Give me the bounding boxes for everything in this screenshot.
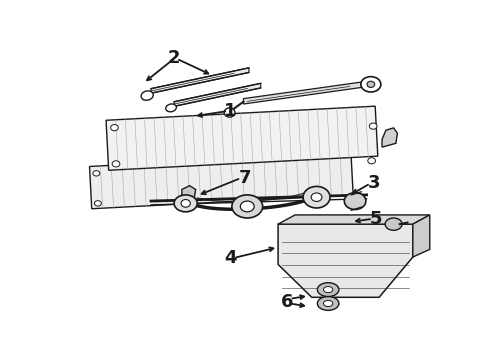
Polygon shape (244, 82, 362, 104)
Ellipse shape (166, 104, 176, 112)
Ellipse shape (181, 199, 190, 207)
Polygon shape (382, 128, 397, 147)
Ellipse shape (112, 161, 120, 167)
Ellipse shape (174, 195, 197, 212)
Ellipse shape (318, 297, 339, 310)
Text: 3: 3 (368, 174, 380, 192)
Ellipse shape (367, 81, 375, 87)
Ellipse shape (361, 77, 381, 92)
Polygon shape (413, 215, 430, 257)
Polygon shape (151, 68, 249, 93)
Ellipse shape (111, 125, 118, 131)
Polygon shape (174, 83, 261, 106)
Ellipse shape (368, 158, 375, 164)
Polygon shape (278, 224, 413, 297)
Ellipse shape (232, 195, 263, 218)
Ellipse shape (303, 186, 330, 208)
Ellipse shape (344, 193, 366, 210)
Text: 5: 5 (369, 210, 382, 228)
Ellipse shape (318, 283, 339, 297)
Ellipse shape (369, 123, 377, 129)
Polygon shape (182, 186, 196, 201)
Text: 6: 6 (281, 293, 293, 311)
Text: 1: 1 (224, 102, 237, 120)
Ellipse shape (93, 171, 100, 176)
Ellipse shape (224, 108, 235, 117)
Polygon shape (106, 106, 378, 170)
Ellipse shape (323, 300, 333, 307)
Ellipse shape (141, 91, 153, 100)
Polygon shape (278, 215, 430, 224)
Polygon shape (90, 153, 353, 209)
Text: 2: 2 (168, 49, 180, 67)
Ellipse shape (240, 201, 254, 212)
Ellipse shape (385, 218, 402, 230)
Ellipse shape (311, 193, 322, 202)
Text: 7: 7 (239, 168, 252, 186)
Text: 4: 4 (224, 249, 237, 267)
Ellipse shape (323, 287, 333, 293)
Ellipse shape (95, 201, 101, 206)
